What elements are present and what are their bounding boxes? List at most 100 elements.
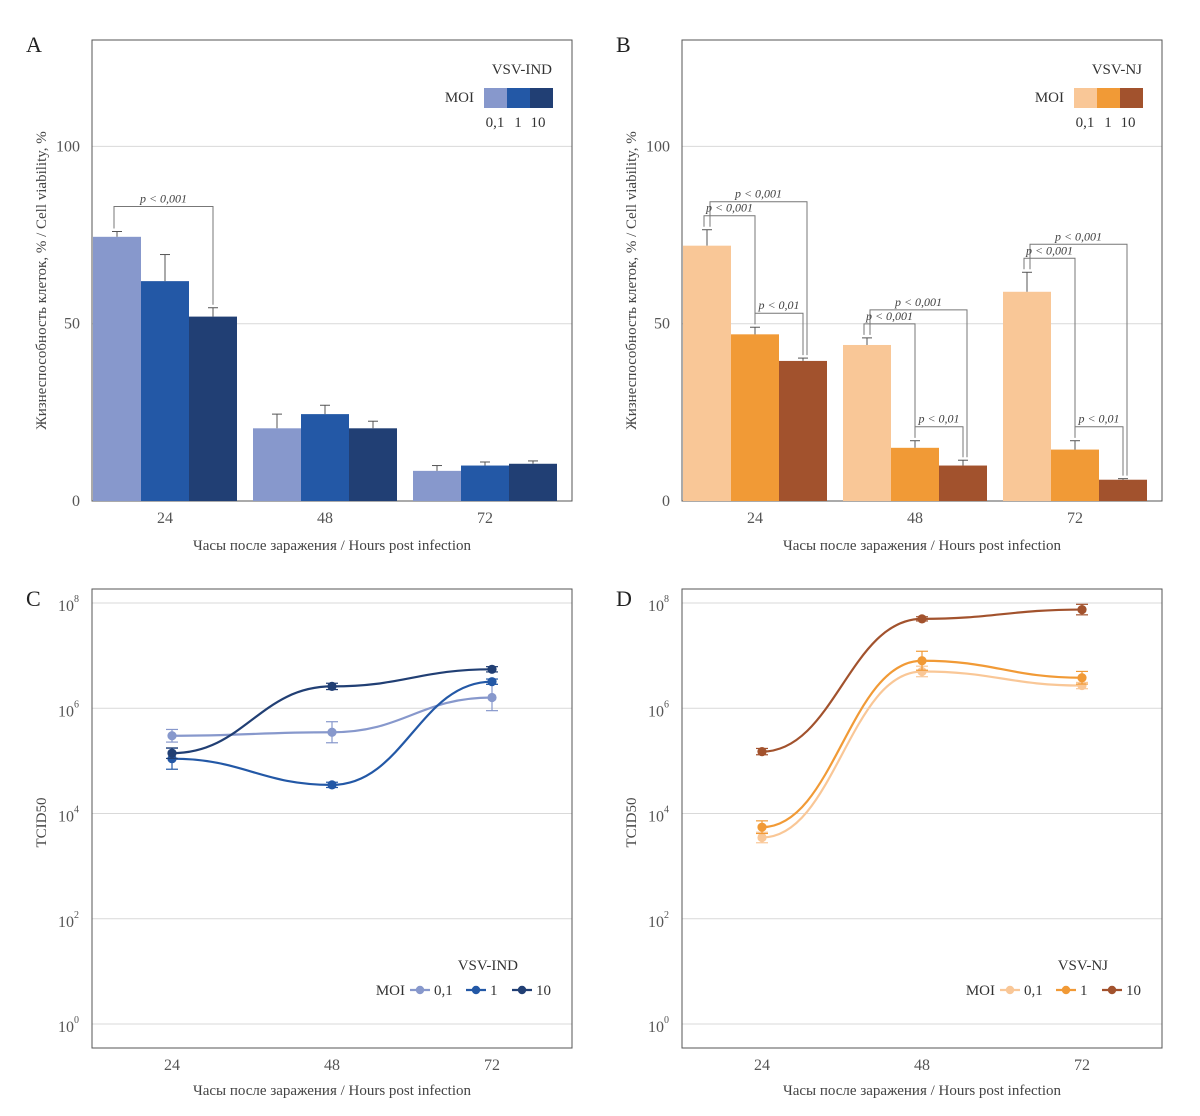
bar [141,281,189,501]
legend-series-label: 0,1 [486,115,505,131]
bar [253,428,301,501]
significance-bracket [863,323,916,438]
y-tick-label: 50 [654,316,670,333]
legend-marker [517,985,527,995]
significance-bracket [1023,257,1076,438]
p-value-label: p < 0,001 [734,187,782,201]
x-tick-label: 24 [747,510,763,527]
y-axis-title: Жизнеспособность клеток, % / Cell viabil… [624,131,640,430]
p-value-label: p < 0,001 [865,309,913,323]
data-point [1077,673,1087,683]
legend-marker [415,985,425,995]
data-point [327,780,337,790]
x-tick-label: 72 [477,510,493,527]
significance-bracket [754,312,804,356]
y-tick-base: 10 [58,598,74,615]
y-tick-base: 10 [58,809,74,826]
legend-moi-label: MOI [376,983,405,999]
data-point [167,731,177,741]
x-tick-label: 48 [324,1057,340,1074]
p-value-label: p < 0,01 [757,298,799,312]
panel-letter: B [616,32,631,57]
p-value-label: p < 0,01 [1077,412,1119,426]
legend-marker [1107,985,1117,995]
y-axis-title: TCID50 [624,798,640,848]
legend-series-label: 0,1 [1076,115,1095,131]
x-tick-label: 72 [1074,1057,1090,1074]
legend-marker [1005,985,1015,995]
data-point [757,822,767,832]
x-tick-label: 72 [484,1057,500,1074]
legend-swatch [1097,88,1120,108]
legend-swatch [1074,88,1097,108]
data-point [917,666,927,677]
bar [509,463,557,501]
bar [93,236,141,502]
legend-swatch [507,88,530,108]
x-axis-title: Часы после заражения / Hours post infect… [193,538,472,554]
y-tick-exponent: 2 [664,910,669,921]
legend-series-label: 10 [1121,115,1136,131]
data-point [757,747,767,757]
legend-title: VSV-NJ [1058,958,1108,974]
y-tick-label: 106 [648,699,669,720]
series-line [761,670,1083,839]
bar [301,414,349,501]
x-axis-title: Часы после заражения / Hours post infect… [193,1083,472,1099]
legend-series-label: 1 [490,983,498,999]
significance-bracket [1074,426,1124,476]
legend-series-label: 10 [536,983,551,999]
plot-frame [91,588,573,1049]
plot-frame [681,588,1163,1049]
y-axis-title: Жизнеспособность клеток, % / Cell viabil… [34,131,50,430]
significance-bracket [113,205,214,305]
x-axis-title: Часы после заражения / Hours post infect… [783,538,1062,554]
bar [349,428,397,501]
panel-a: A 0 50 100 24 48 72 Часы после заражения / Hour… [26,32,573,554]
data-point [757,832,767,843]
y-tick-label: 50 [64,316,80,333]
y-tick-base: 10 [58,914,74,931]
y-tick-label: 102 [58,910,79,931]
legend-swatch [484,88,507,108]
bar [1003,291,1051,501]
legend: VSV-IND MOI 0,1 1 10 [445,62,553,131]
legend-moi-label: MOI [1035,90,1064,106]
significance-bracket [869,309,968,458]
y-tick-exponent: 8 [664,594,669,605]
data-point [487,664,497,674]
y-tick-label: 0 [72,493,80,510]
x-tick-label: 24 [754,1057,770,1074]
y-tick-label: 100 [58,1015,79,1036]
y-tick-base: 10 [648,1019,664,1036]
x-axis-title: Часы после заражения / Hours post infect… [783,1083,1062,1099]
bar [189,316,237,501]
bar [891,447,939,501]
y-tick-base: 10 [58,703,74,720]
legend-series-label: 0,1 [434,983,453,999]
bar [413,470,461,501]
x-tick-label: 48 [907,510,923,527]
y-tick-label: 106 [58,699,79,720]
data-point [167,748,177,758]
x-tick-label: 72 [1067,510,1083,527]
legend: VSV-IND MOI 0,1 1 10 [376,958,551,999]
p-value-label: p < 0,001 [705,201,753,215]
y-tick-base: 10 [648,914,664,931]
significance-bracket [914,426,964,458]
data-point [327,727,337,737]
bar [779,360,827,501]
panel-letter: A [26,32,42,57]
legend-moi-label: MOI [966,983,995,999]
legend-series-label: 1 [1080,983,1088,999]
bar [843,344,891,501]
bar [1099,479,1147,501]
legend-series-label: 10 [531,115,546,131]
legend-swatch [1120,88,1143,108]
significance-bracket [1029,243,1128,476]
legend-series-label: 10 [1126,983,1141,999]
y-tick-base: 10 [648,809,664,826]
